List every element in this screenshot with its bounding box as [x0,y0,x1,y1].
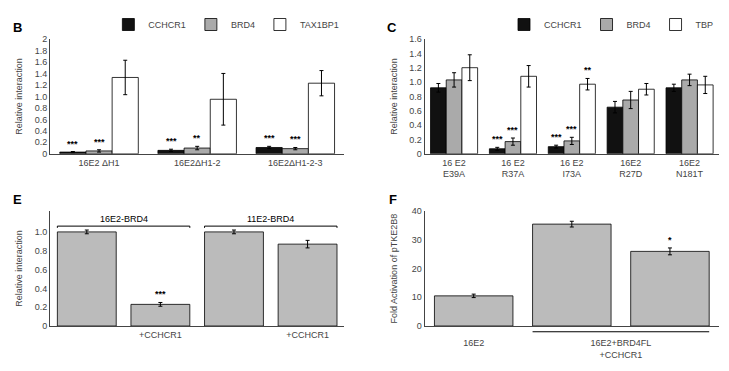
svg-text:0.4: 0.4 [35,284,48,294]
svg-text:Relative interaction: Relative interaction [14,230,24,307]
svg-text:0.6: 0.6 [35,265,48,275]
svg-text:+CCHCR1: +CCHCR1 [286,330,329,340]
svg-text:CCHCR1: CCHCR1 [544,20,582,30]
svg-text:1.4: 1.4 [35,69,48,79]
svg-text:10: 10 [412,292,422,302]
svg-text:16 E2E39A: 16 E2E39A [442,158,466,180]
svg-text:1.0: 1.0 [409,77,422,87]
svg-text:***: *** [507,125,518,135]
svg-text:1.2: 1.2 [35,80,48,90]
svg-text:TAX1BP1: TAX1BP1 [300,20,339,30]
svg-text:***: *** [67,139,78,149]
svg-text:0.6: 0.6 [409,106,422,116]
svg-text:BRD4: BRD4 [627,20,651,30]
svg-text:+CCHCR1: +CCHCR1 [139,330,182,340]
svg-text:1.6: 1.6 [409,34,422,44]
svg-text:16E2+BRD4FL+CCHCR1: 16E2+BRD4FL+CCHCR1 [590,338,651,360]
svg-text:1.0: 1.0 [35,92,48,102]
svg-text:11E2-BRD4: 11E2-BRD4 [247,214,294,224]
svg-text:F: F [389,192,397,207]
svg-text:*: * [668,235,672,245]
svg-text:16E2R27D: 16E2R27D [619,158,643,180]
svg-text:***: *** [94,137,105,147]
svg-text:***: *** [166,136,177,146]
svg-text:0.2: 0.2 [35,302,48,312]
svg-text:2: 2 [42,34,47,44]
svg-text:30: 30 [412,235,422,245]
svg-text:0.4: 0.4 [409,120,422,130]
svg-text:1.8: 1.8 [35,46,48,56]
svg-text:16E2ΔH1-2-3: 16E2ΔH1-2-3 [268,158,323,168]
svg-text:***: *** [492,134,503,144]
svg-text:1.4: 1.4 [409,49,422,59]
svg-text:0.6: 0.6 [35,115,48,125]
svg-text:0: 0 [417,321,422,331]
svg-text:BRD4: BRD4 [231,20,255,30]
svg-text:**: ** [193,133,201,143]
svg-text:16E2-BRD4: 16E2-BRD4 [100,214,148,224]
svg-text:TBP: TBP [696,20,714,30]
svg-text:1.6: 1.6 [35,57,48,67]
svg-text:Relative interaction: Relative interaction [14,58,24,135]
svg-text:16E2: 16E2 [463,338,484,348]
svg-text:***: *** [155,289,166,299]
svg-text:E: E [13,192,22,207]
svg-text:Relative interaction: Relative interaction [389,58,399,135]
svg-text:1.2: 1.2 [409,63,422,73]
svg-text:***: *** [264,133,275,143]
svg-text:0: 0 [417,149,422,159]
svg-text:40: 40 [412,206,422,216]
svg-text:16E2ΔH1-2: 16E2ΔH1-2 [174,158,221,168]
svg-text:***: *** [290,134,301,144]
svg-text:***: *** [566,124,577,134]
svg-text:1.0: 1.0 [35,227,48,237]
svg-text:0.2: 0.2 [409,135,422,145]
svg-text:0.8: 0.8 [409,92,422,102]
svg-text:16E2 ΔH1: 16E2 ΔH1 [79,158,120,168]
svg-text:16 E2I73A: 16 E2I73A [560,158,584,180]
svg-text:0: 0 [42,149,47,159]
svg-text:16E2N181T: 16E2N181T [676,158,704,180]
svg-text:0.4: 0.4 [35,126,48,136]
svg-text:Fold Activation of pTKE2B8: Fold Activation of pTKE2B8 [389,214,399,324]
svg-text:CCHCR1: CCHCR1 [148,20,186,30]
svg-text:0.2: 0.2 [35,137,48,147]
svg-text:20: 20 [412,264,422,274]
svg-text:C: C [387,20,397,35]
svg-text:**: ** [584,65,592,75]
svg-text:0: 0 [42,321,47,331]
svg-text:0.8: 0.8 [35,246,48,256]
svg-text:16 E2R37A: 16 E2R37A [501,158,525,180]
svg-text:B: B [13,20,22,35]
svg-text:0.8: 0.8 [35,103,48,113]
svg-text:***: *** [551,132,562,142]
